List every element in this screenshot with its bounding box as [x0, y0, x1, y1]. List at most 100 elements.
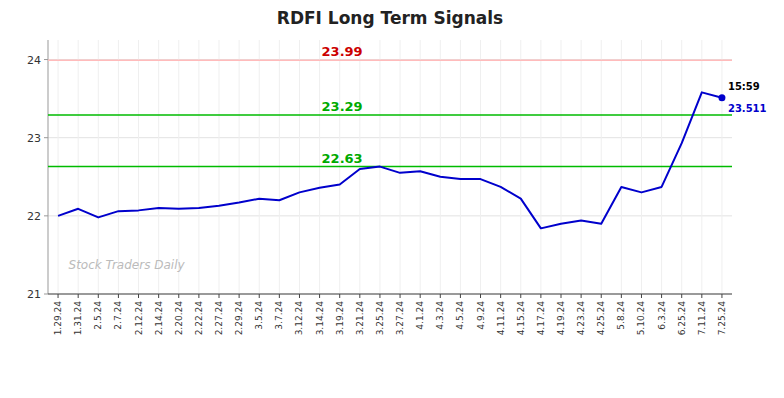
x-tick-label: 3.12.24 [294, 301, 304, 336]
reference-line [48, 60, 732, 62]
x-tick-label: 1.31.24 [73, 301, 83, 336]
y-tick-label: 23 [27, 132, 41, 145]
price-line [58, 92, 722, 228]
x-tick-label: 7.25.24 [717, 301, 727, 336]
x-tick-label: 3.7.24 [274, 301, 284, 330]
x-tick-label: 3.21.24 [355, 301, 365, 336]
y-tick-label: 22 [27, 210, 41, 223]
x-tick-label: 5.8.24 [616, 301, 626, 330]
x-tick [440, 294, 441, 298]
x-tick-label: 4.1.24 [415, 301, 425, 330]
x-tick-label: 5.10.24 [636, 301, 646, 336]
x-tick [118, 294, 119, 298]
x-tick-label: 2.22.24 [194, 301, 204, 336]
x-tick [480, 294, 481, 298]
x-tick [701, 294, 702, 298]
x-tick-label: 6.25.24 [677, 301, 687, 336]
x-tick-label: 3.19.24 [335, 301, 345, 336]
x-tick-label: 3.5.24 [254, 301, 264, 330]
x-tick [178, 294, 179, 298]
x-tick [460, 294, 461, 298]
x-tick-label: 2.7.24 [113, 301, 123, 330]
y-grid-line [48, 137, 732, 138]
x-tick [359, 294, 360, 298]
x-tick [319, 294, 320, 298]
grid [48, 40, 732, 294]
x-tick [198, 294, 199, 298]
x-tick-label: 4.23.24 [576, 301, 586, 336]
y-tick [44, 137, 48, 138]
y-tick-label: 24 [27, 54, 41, 67]
x-tick [520, 294, 521, 298]
x-tick-label: 3.25.24 [375, 301, 385, 336]
reference-label: 23.29 [322, 99, 363, 114]
plot-area [48, 60, 732, 228]
x-tick [158, 294, 159, 298]
x-tick [400, 294, 401, 298]
x-tick [339, 294, 340, 298]
x-tick [58, 294, 59, 298]
y-grid-line [48, 215, 732, 216]
x-tick [259, 294, 260, 298]
reference-label: 22.63 [322, 151, 363, 166]
x-tick-label: 3.14.24 [315, 301, 325, 336]
x-tick [98, 294, 99, 298]
x-tick-label: 7.11.24 [697, 301, 707, 336]
x-tick-label: 4.9.24 [476, 301, 486, 330]
x-tick [561, 294, 562, 298]
value-label: 23.511 [728, 103, 767, 114]
x-tick-label: 2.12.24 [134, 301, 144, 336]
x-tick-label: 4.5.24 [455, 301, 465, 330]
last-point [718, 94, 725, 101]
x-tick [621, 294, 622, 298]
x-tick [420, 294, 421, 298]
background [0, 0, 784, 398]
x-tick [581, 294, 582, 298]
x-tick-label: 2.27.24 [214, 301, 224, 336]
x-axis-line [48, 293, 732, 294]
x-tick-label: 4.3.24 [435, 301, 445, 330]
x-tick [138, 294, 139, 298]
x-tick [540, 294, 541, 298]
labels: 23.99 23.29 22.63 23.511 15:59 [322, 44, 767, 165]
x-tick-label: 4.19.24 [556, 301, 566, 336]
x-tick [601, 294, 602, 298]
x-tick-label: 2.20.24 [174, 301, 184, 336]
reference-line [48, 166, 732, 168]
x-axis: 1.29.24 1.31.24 2.5.24 2.7.24 2.12.24 2.14.24… [48, 294, 732, 335]
x-tick [500, 294, 501, 298]
x-tick [219, 294, 220, 298]
chart: RDFI Long Term Signals 21 22 23 24 1.29.24 1.3… [0, 0, 784, 398]
x-tick-label: 4.25.24 [596, 301, 606, 336]
title: RDFI Long Term Signals [277, 8, 503, 28]
x-tick [641, 294, 642, 298]
y-grid-line [48, 294, 732, 295]
x-tick [78, 294, 79, 298]
x-tick [299, 294, 300, 298]
x-tick [379, 294, 380, 298]
x-tick [721, 294, 722, 298]
x-tick [279, 294, 280, 298]
y-tick [44, 215, 48, 216]
annotation: 15:59 [728, 81, 760, 92]
x-tick-label: 1.29.24 [53, 301, 63, 336]
x-tick-label: 2.14.24 [154, 301, 164, 336]
x-tick [239, 294, 240, 298]
x-tick [661, 294, 662, 298]
x-tick-label: 4.15.24 [516, 301, 526, 336]
y-tick [44, 59, 48, 60]
reference-label: 23.99 [322, 44, 363, 59]
y-tick [44, 294, 48, 295]
watermark: Stock Traders Daily [69, 258, 186, 272]
x-tick-label: 4.11.24 [496, 301, 506, 336]
y-tick-label: 21 [27, 288, 41, 301]
x-tick-label: 2.29.24 [234, 301, 244, 336]
y-axis: 21 22 23 24 [27, 40, 48, 301]
y-grid-line [48, 59, 732, 60]
x-tick-label: 2.5.24 [93, 301, 103, 330]
x-tick-label: 3.27.24 [395, 301, 405, 336]
x-tick-label: 6.3.24 [657, 301, 667, 330]
reference-line [48, 114, 732, 116]
x-tick-label: 4.17.24 [536, 301, 546, 336]
x-tick [681, 294, 682, 298]
